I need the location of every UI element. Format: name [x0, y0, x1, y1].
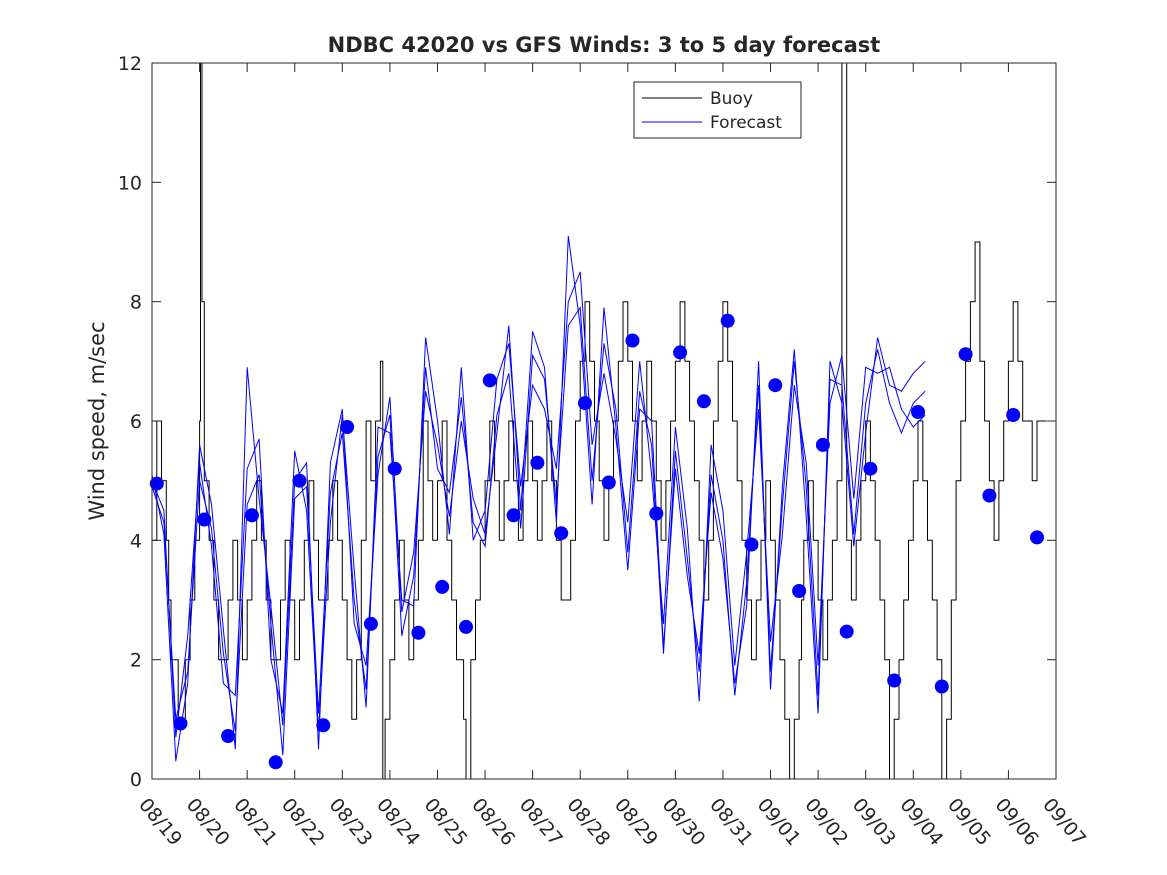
forecast-marker-point [673, 345, 688, 360]
forecast-marker-point [887, 673, 902, 688]
y-tick-label: 12 [118, 53, 142, 75]
legend-buoy-label: Buoy [710, 89, 753, 109]
forecast-marker-point [268, 755, 283, 770]
legend-box [633, 81, 802, 139]
forecast-marker-point [696, 394, 711, 409]
y-tick-label: 0 [130, 769, 142, 791]
forecast-marker-point [744, 537, 759, 552]
forecast-marker-point [459, 619, 473, 634]
forecast-marker-point [435, 579, 450, 594]
forecast-marker-point [197, 512, 212, 527]
forecast-marker-point [934, 679, 949, 694]
forecast-marker-point [1006, 408, 1021, 422]
forecast-marker-point [720, 313, 735, 328]
forecast-marker-point [911, 405, 925, 419]
forecast-marker-point [340, 420, 355, 434]
forecast-marker-point [316, 718, 331, 733]
forecast-marker-point [292, 473, 307, 488]
y-tick-label: 8 [130, 292, 142, 314]
forecast-marker-point [958, 347, 973, 362]
forecast-marker-point [482, 373, 497, 388]
forecast-marker-point [1030, 530, 1044, 545]
forecast-marker-point [982, 488, 997, 503]
y-tick-label: 2 [130, 650, 142, 672]
forecast-marker-point [578, 396, 592, 411]
forecast-series-line-3 [151, 235, 926, 762]
forecast-marker-point [601, 475, 616, 490]
chart-title: NDBC 42020 vs GFS Winds: 3 to 5 day fore… [328, 33, 881, 57]
forecast-marker-point [506, 508, 521, 523]
forecast-marker-point [649, 506, 664, 521]
forecast-marker-point [815, 437, 830, 452]
forecast-marker-point [411, 625, 426, 640]
forecast-marker-point [363, 616, 378, 631]
forecast-marker-point [554, 526, 569, 541]
forecast-marker-point [792, 584, 807, 598]
legend: Buoy Forecast [633, 81, 802, 139]
forecast-marker-point [149, 476, 164, 491]
forecast-marker-point [768, 378, 783, 393]
forecast-marker-point [625, 333, 640, 348]
y-axis-label: Wind speed, m/sec [85, 321, 109, 520]
forecast-marker-point [173, 716, 188, 731]
y-tick-label: 4 [130, 530, 142, 552]
buoy-series-line [152, 62, 1047, 780]
markers-group [149, 313, 1044, 770]
plot-area [152, 63, 1056, 779]
forecast-marker-point [244, 508, 259, 523]
y-tick-label: 10 [118, 172, 142, 194]
forecast-marker-point [387, 461, 402, 476]
y-axis-ticks: 0 2 4 6 8 10 12 [118, 53, 1056, 791]
forecast-marker-point [530, 455, 545, 470]
plot-lines-group [151, 62, 1047, 780]
forecast-marker-point [221, 729, 236, 743]
forecast-marker-point [839, 624, 854, 639]
y-tick-label: 6 [130, 411, 142, 433]
forecast-marker-point [863, 461, 878, 476]
legend-forecast-label: Forecast [710, 113, 782, 133]
